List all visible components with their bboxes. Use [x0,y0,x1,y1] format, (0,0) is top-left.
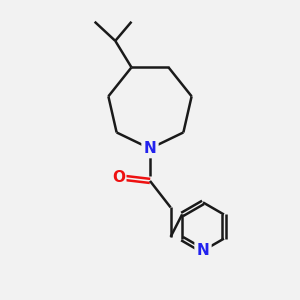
Text: N: N [196,243,209,258]
Text: O: O [112,170,125,185]
Text: N: N [144,141,156,156]
